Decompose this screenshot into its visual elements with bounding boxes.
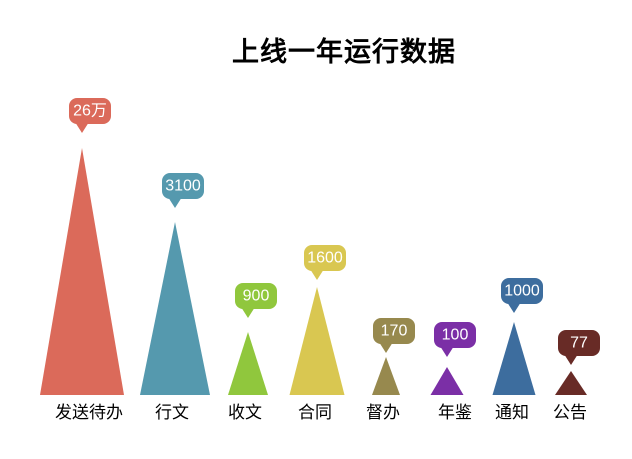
value-bubble-pointer-6	[440, 346, 454, 357]
value-bubble-8	[558, 330, 600, 356]
value-label-4: 1600	[307, 250, 343, 267]
value-label-1: 26万	[73, 103, 107, 120]
category-label-2: 行文	[155, 403, 189, 422]
value-label-3: 900	[243, 288, 270, 305]
category-label-3: 收文	[228, 403, 262, 422]
value-bubble-4	[304, 245, 346, 271]
category-label-8: 公告	[553, 403, 587, 422]
value-bubble-pointer-4	[310, 269, 324, 280]
category-label-4: 合同	[298, 403, 332, 422]
value-bubble-1	[69, 98, 111, 124]
value-bubble-pointer-7	[507, 302, 521, 313]
pyramid-bar-7	[492, 322, 536, 395]
pyramid-bar-2	[140, 222, 210, 395]
value-bubble-pointer-3	[241, 307, 255, 318]
value-bubble-pointer-5	[379, 342, 393, 353]
category-label-7: 通知	[495, 403, 529, 422]
chart-title: 上线一年运行数据	[232, 37, 456, 67]
pyramid-bar-5	[372, 357, 400, 395]
category-label-1: 发送待办	[55, 403, 123, 422]
value-label-5: 170	[381, 323, 408, 340]
value-bubble-7	[501, 278, 543, 304]
pyramid-bar-1	[40, 148, 124, 395]
value-label-8: 77	[570, 335, 588, 352]
pyramid-bar-3	[228, 332, 268, 395]
pyramid-bar-8	[555, 371, 587, 395]
value-label-6: 100	[442, 327, 469, 344]
value-label-7: 1000	[504, 283, 540, 300]
value-bubble-6	[434, 322, 476, 348]
value-bubble-pointer-2	[168, 197, 182, 208]
pyramid-bar-4	[289, 287, 345, 395]
value-bubble-5	[373, 318, 415, 344]
value-bubble-2	[162, 173, 204, 199]
pyramid-bar-6	[430, 367, 464, 395]
category-label-6: 年鉴	[438, 403, 472, 422]
value-label-2: 3100	[165, 178, 201, 195]
value-bubble-pointer-1	[75, 122, 89, 133]
category-label-5: 督办	[366, 403, 400, 422]
value-bubble-pointer-8	[564, 354, 578, 365]
value-bubble-3	[235, 283, 277, 309]
